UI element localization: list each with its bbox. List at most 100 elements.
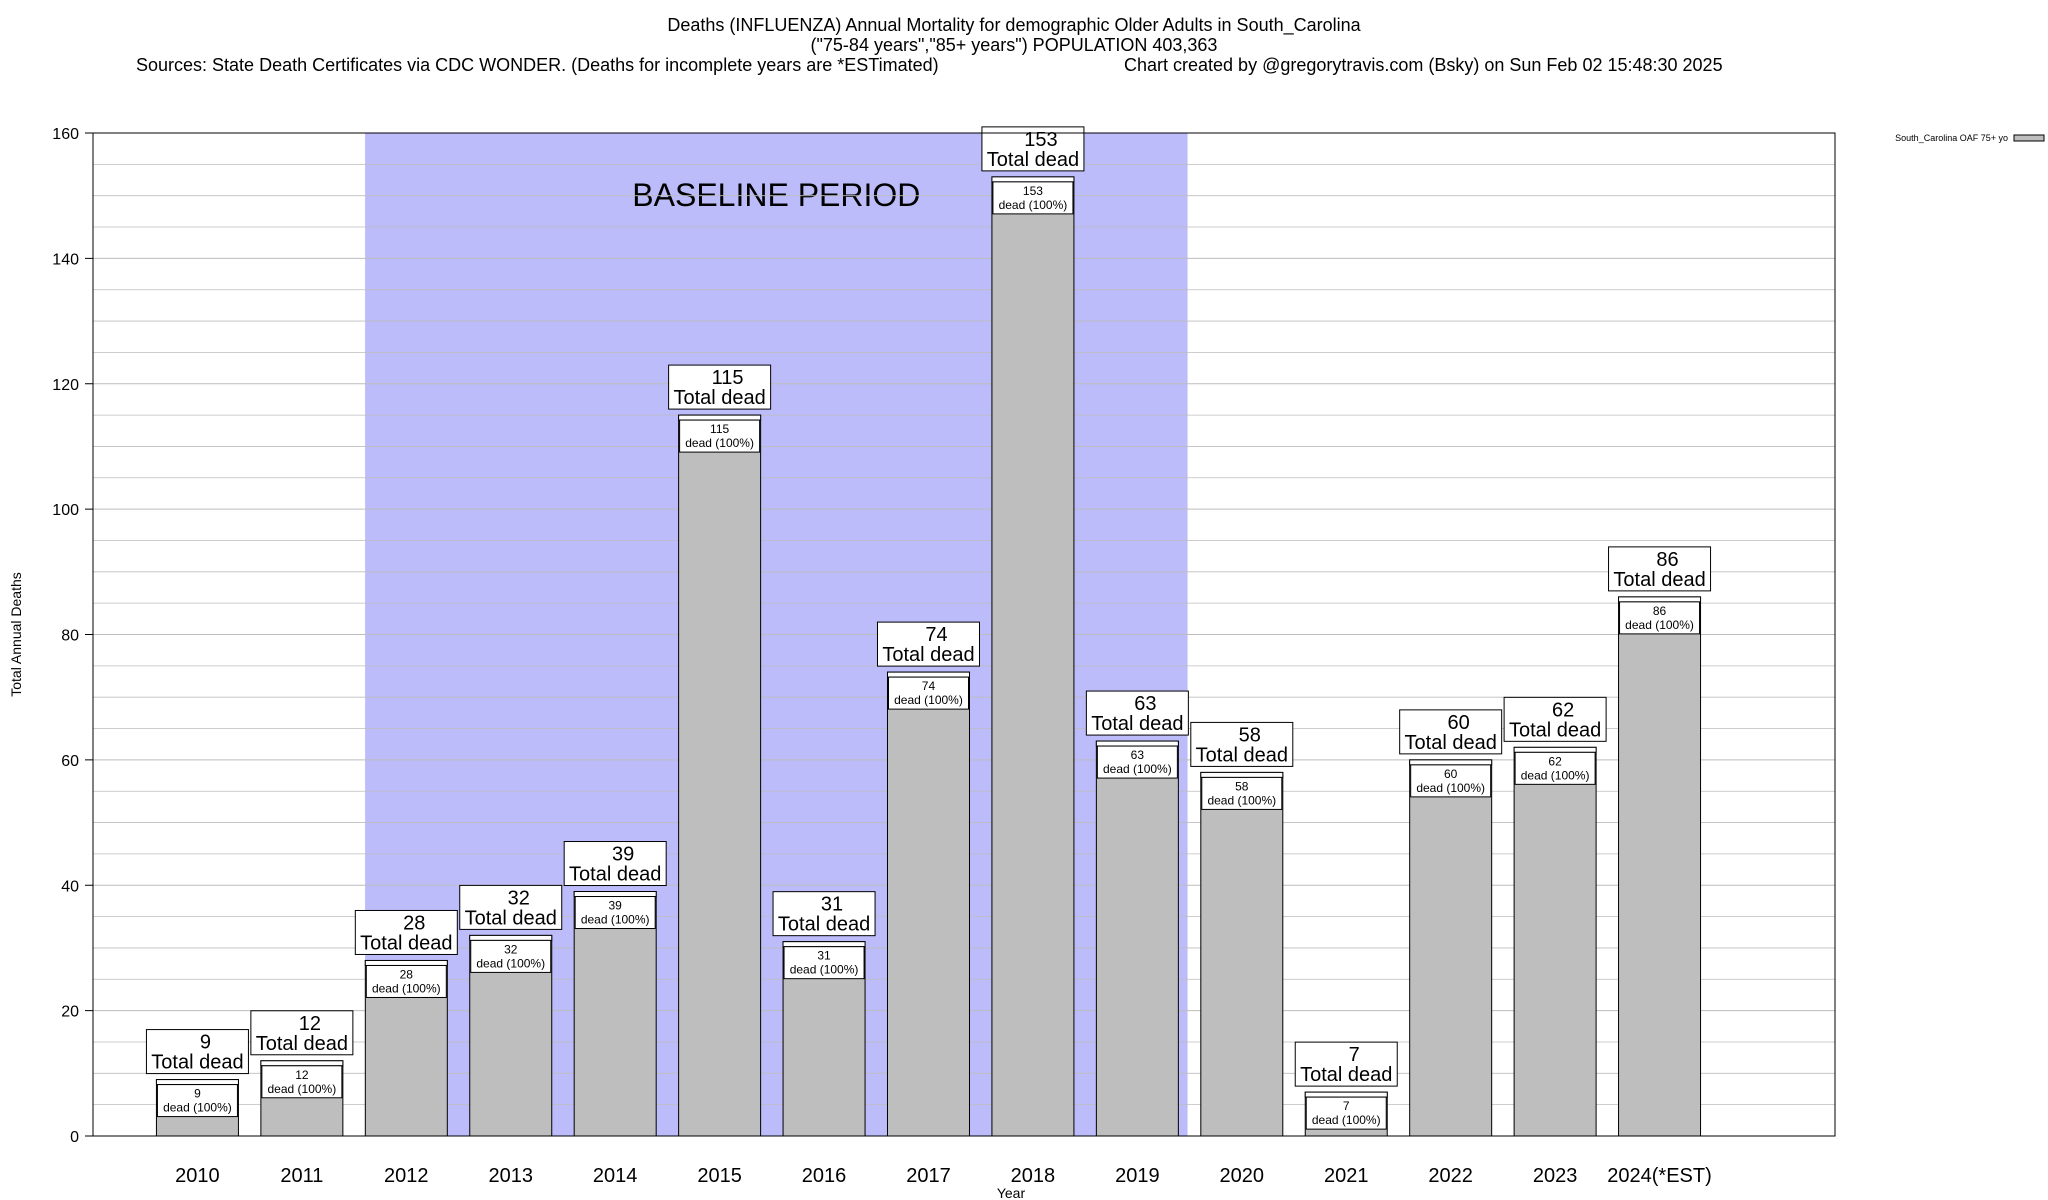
- x-tick-label: 2018: [1011, 1165, 1056, 1187]
- inner-percent-label: dead (100%): [372, 981, 441, 995]
- total-value-label: 28: [403, 912, 425, 934]
- total-dead-label: Total dead: [1613, 569, 1705, 591]
- total-value-label: 62: [1552, 699, 1574, 721]
- total-label-box: [981, 126, 1085, 172]
- y-tick-label: 120: [52, 377, 79, 394]
- total-label-box: [1608, 546, 1712, 592]
- total-dead-label: Total dead: [151, 1052, 243, 1074]
- bar-cap: [1409, 759, 1493, 766]
- chart-source: Sources: State Death Certificates via CD…: [136, 55, 939, 75]
- y-tick-label: 0: [70, 1129, 79, 1146]
- inner-percent-label: dead (100%): [685, 436, 754, 450]
- bar-cap: [1618, 596, 1702, 603]
- inner-label-box: [887, 676, 969, 710]
- bar: [1513, 746, 1597, 1137]
- chart-credit: Chart created by @gregorytravis.com (Bsk…: [1124, 55, 1723, 75]
- total-value-label: 115: [712, 367, 744, 389]
- total-dead-label: Total dead: [256, 1033, 348, 1055]
- inner-value-label: 7: [1343, 1099, 1350, 1113]
- inner-value-label: 86: [1653, 604, 1667, 618]
- baseline-period-label: BASELINE PERIOD: [632, 177, 920, 213]
- inner-value-label: 115: [710, 422, 729, 436]
- bar: [991, 176, 1075, 1137]
- y-tick-label: 80: [61, 628, 79, 645]
- total-label-box: [354, 909, 458, 955]
- inner-value-label: 58: [1235, 779, 1249, 793]
- x-tick-label: 2010: [175, 1165, 220, 1187]
- y-tick-label: 20: [61, 1004, 79, 1021]
- x-tick-label: 2015: [697, 1165, 742, 1187]
- x-tick-label: 2011: [280, 1165, 323, 1187]
- total-value-label: 39: [612, 844, 634, 866]
- bar-cap: [782, 941, 866, 948]
- x-tick-label: 2012: [384, 1165, 429, 1187]
- total-label-box: [772, 891, 876, 937]
- bar: [1095, 740, 1179, 1137]
- total-value-label: 12: [299, 1013, 321, 1035]
- y-tick-label: 60: [61, 753, 79, 770]
- legend: South_Carolina OAF 75+ yo: [1895, 133, 2045, 143]
- inner-percent-label: dead (100%): [1207, 793, 1276, 807]
- inner-label-box: [1514, 751, 1596, 785]
- inner-label-box: [992, 181, 1074, 215]
- x-tick-label: 2017: [906, 1165, 951, 1187]
- inner-percent-label: dead (100%): [1312, 1113, 1381, 1127]
- inner-percent-label: dead (100%): [999, 198, 1068, 212]
- bar-cap: [469, 934, 553, 941]
- inner-percent-label: dead (100%): [268, 1082, 337, 1096]
- x-tick-label: 2024(*EST): [1607, 1165, 1712, 1187]
- inner-percent-label: dead (100%): [894, 693, 963, 707]
- bar-cap: [260, 1060, 344, 1067]
- x-tick-label: 2023: [1533, 1165, 1578, 1187]
- total-label-box: [1085, 690, 1189, 736]
- inner-label-box: [783, 946, 865, 980]
- total-value-label: 60: [1448, 712, 1470, 734]
- total-dead-label: Total dead: [1196, 744, 1288, 766]
- axis-layer: 2010 2011 2012 2013 2014 2015 2016 2017 2018 2019…: [8, 126, 1836, 1200]
- total-dead-label: Total dead: [465, 907, 557, 929]
- total-dead-label: Total dead: [1091, 713, 1183, 735]
- inner-value-label: 62: [1548, 754, 1562, 768]
- total-value-label: 7: [1349, 1044, 1360, 1066]
- inner-percent-label: dead (100%): [1625, 618, 1694, 632]
- bar-cap: [1304, 1091, 1388, 1098]
- x-tick-label: 2020: [1220, 1165, 1265, 1187]
- total-dead-label: Total dead: [1509, 719, 1601, 741]
- total-label-box: [563, 841, 667, 887]
- x-tick-label: 2022: [1428, 1165, 1473, 1187]
- bar-cap: [1513, 746, 1597, 753]
- inner-label-box: [679, 419, 761, 453]
- y-tick-label: 40: [61, 878, 79, 895]
- inner-value-label: 153: [1023, 184, 1043, 198]
- bar: [1200, 771, 1284, 1137]
- total-dead-label: Total dead: [1405, 732, 1497, 754]
- inner-label-box: [156, 1084, 238, 1118]
- inner-value-label: 31: [817, 949, 831, 963]
- inner-percent-label: dead (100%): [1521, 768, 1590, 782]
- bar-cap: [886, 671, 970, 678]
- total-dead-label: Total dead: [778, 914, 870, 936]
- chart-title: Deaths (INFLUENZA) Annual Mortality for …: [667, 15, 1361, 36]
- total-value-label: 32: [508, 887, 530, 909]
- inner-value-label: 74: [922, 679, 936, 693]
- bar: [678, 414, 762, 1137]
- y-tick-label: 160: [52, 126, 79, 143]
- total-dead-label: Total dead: [360, 932, 452, 954]
- total-value-label: 86: [1656, 549, 1678, 571]
- total-dead-label: Total dead: [569, 864, 661, 886]
- total-label-box: [876, 621, 980, 667]
- total-value-label: 74: [925, 624, 947, 646]
- inner-percent-label: dead (100%): [790, 963, 859, 977]
- inner-label-box: [261, 1065, 343, 1099]
